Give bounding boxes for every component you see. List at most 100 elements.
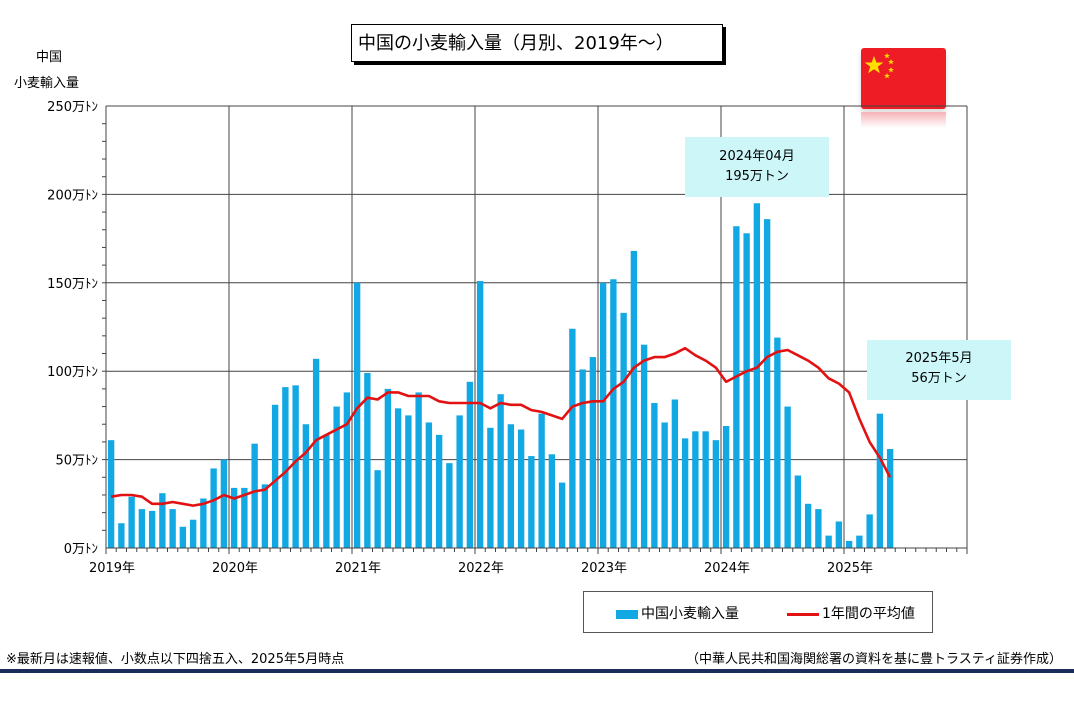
bar <box>774 337 781 548</box>
annotation-latest-value: 56万トン <box>911 371 967 386</box>
average-line <box>110 346 892 507</box>
bar <box>312 358 320 548</box>
bar <box>640 344 648 548</box>
bar <box>384 388 392 548</box>
bar <box>610 279 617 548</box>
y-tick-labels: 0万ﾄﾝ 50万ﾄﾝ 100万ﾄﾝ 150万ﾄﾝ 200万ﾄﾝ 250万ﾄﾝ <box>47 100 98 557</box>
bar <box>794 475 802 548</box>
axes <box>102 105 968 554</box>
legend-line-label: 1年間の平均値 <box>822 606 915 622</box>
bar <box>620 312 627 548</box>
bar <box>712 440 720 548</box>
annotation-latest-date: 2025年5月 <box>905 351 973 366</box>
y-tick-label: 150万ﾄﾝ <box>47 277 98 292</box>
bar <box>692 431 699 548</box>
bar <box>599 282 607 548</box>
bar <box>405 415 412 548</box>
bar <box>107 440 115 548</box>
bar <box>733 226 740 548</box>
bar <box>476 281 484 548</box>
bar <box>487 427 494 548</box>
chart-legend: 中国小麦輸入量 1年間の平均値 <box>583 591 933 633</box>
y-tick-label: 50万ﾄﾝ <box>55 454 98 469</box>
bar <box>589 357 597 548</box>
bottom-rule <box>0 669 1074 673</box>
bar <box>579 369 586 548</box>
bar <box>497 394 504 548</box>
legend-bar-swatch <box>616 609 638 619</box>
bar <box>876 413 884 548</box>
x-tick-label: 2020年 <box>212 561 258 576</box>
footnote-source: （中華人民共和国海関総署の資料を基に豊トラスティ証券作成） <box>686 652 1062 667</box>
bar <box>825 535 832 548</box>
x-tick-label: 2022年 <box>458 561 504 576</box>
flag-stars <box>864 53 894 79</box>
flag-reflection <box>861 112 946 128</box>
bar <box>804 503 812 548</box>
bar <box>528 456 535 548</box>
average-line-series <box>110 346 892 507</box>
bar <box>702 431 709 548</box>
y-axis-label-line2: 小麦輸入量 <box>14 76 80 91</box>
bar <box>323 434 330 548</box>
bar <box>722 426 730 548</box>
bar <box>169 509 176 548</box>
chart-title: 中国の小麦輸入量（月別、2019年～） <box>351 24 723 62</box>
footnote-note: ※最新月は速報値、小数点以下四捨五入、2025年5月時点 <box>6 652 345 667</box>
x-tick-label: 2025年 <box>827 561 873 576</box>
bar <box>282 387 289 548</box>
china-flag-icon <box>861 48 946 109</box>
bar <box>815 509 822 548</box>
bar <box>210 468 217 548</box>
bar <box>435 434 443 548</box>
bar <box>661 422 668 548</box>
bar <box>866 514 873 548</box>
bar <box>394 408 402 548</box>
bar <box>364 372 371 548</box>
legend-line-swatch <box>787 612 819 616</box>
y-tick-label: 200万ﾄﾝ <box>47 188 98 203</box>
bar-series <box>107 203 894 549</box>
bar <box>651 403 658 548</box>
legend-item-bars: 中国小麦輸入量 <box>616 603 739 623</box>
annotation-peak-value: 195万トン <box>725 169 789 184</box>
bar <box>220 459 228 548</box>
bar <box>569 328 576 548</box>
bar <box>138 509 146 548</box>
bar <box>466 381 474 548</box>
bar <box>886 448 894 548</box>
x-tick-label: 2019年 <box>89 561 135 576</box>
bar <box>292 385 299 548</box>
bar <box>415 392 422 548</box>
bar <box>681 438 689 548</box>
bar <box>671 399 679 548</box>
y-tick-label: 0万ﾄﾝ <box>64 542 98 557</box>
y-axis-label-line1: 中国 <box>36 50 63 65</box>
bar <box>230 487 238 548</box>
bar <box>507 424 515 548</box>
bar <box>456 415 463 548</box>
x-tick-labels: 2019年 2020年 2021年 2022年 2023年 2024年 2025年 <box>89 561 873 576</box>
bar <box>261 484 269 548</box>
bar <box>548 454 556 548</box>
bar <box>784 406 791 548</box>
bar <box>763 219 771 549</box>
bar <box>128 496 135 548</box>
bar <box>517 429 525 548</box>
x-tick-label: 2021年 <box>335 561 381 576</box>
bar <box>343 392 351 548</box>
bar <box>630 250 638 548</box>
grid-lines <box>106 105 968 548</box>
bar <box>251 443 258 548</box>
y-tick-label: 100万ﾄﾝ <box>47 365 98 380</box>
bar <box>425 422 433 548</box>
bar <box>148 510 156 548</box>
bar <box>835 521 843 548</box>
bar <box>118 523 125 548</box>
bar <box>302 424 310 548</box>
bar <box>200 498 207 548</box>
bar <box>241 487 248 548</box>
bar <box>271 404 279 548</box>
bar <box>538 413 545 548</box>
